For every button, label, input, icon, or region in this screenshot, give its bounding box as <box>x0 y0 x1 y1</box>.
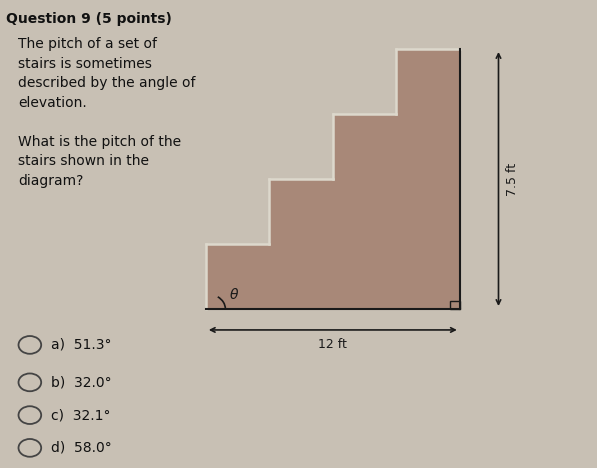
Text: θ: θ <box>229 288 238 302</box>
Text: 7.5 ft: 7.5 ft <box>506 162 519 196</box>
Text: c)  32.1°: c) 32.1° <box>51 408 110 422</box>
Text: b)  32.0°: b) 32.0° <box>51 375 112 389</box>
Text: Question 9 (5 points): Question 9 (5 points) <box>6 12 172 26</box>
Text: 12 ft: 12 ft <box>318 338 347 351</box>
Text: d)  58.0°: d) 58.0° <box>51 441 112 455</box>
Text: a)  51.3°: a) 51.3° <box>51 338 111 352</box>
Text: The pitch of a set of
stairs is sometimes
described by the angle of
elevation.

: The pitch of a set of stairs is sometime… <box>18 37 195 188</box>
Polygon shape <box>206 49 460 309</box>
